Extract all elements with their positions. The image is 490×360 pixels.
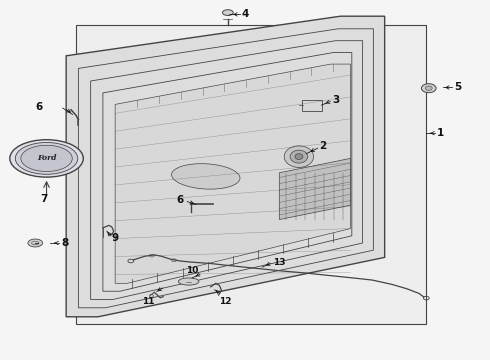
Text: 4: 4 xyxy=(242,9,249,19)
FancyBboxPatch shape xyxy=(302,100,322,111)
Ellipse shape xyxy=(425,86,432,90)
Text: 8: 8 xyxy=(62,238,69,248)
Text: 7: 7 xyxy=(41,194,48,204)
Polygon shape xyxy=(115,64,350,283)
Ellipse shape xyxy=(178,278,199,285)
Text: 6: 6 xyxy=(176,195,184,205)
Text: 9: 9 xyxy=(112,233,119,243)
Text: 13: 13 xyxy=(273,258,286,266)
Text: 10: 10 xyxy=(186,266,198,275)
Ellipse shape xyxy=(421,84,436,93)
Ellipse shape xyxy=(15,143,78,174)
Text: 12: 12 xyxy=(220,297,232,306)
Text: 6: 6 xyxy=(35,102,43,112)
Text: 1: 1 xyxy=(437,128,444,138)
Text: 11: 11 xyxy=(142,297,155,306)
Ellipse shape xyxy=(222,10,233,15)
Text: 3: 3 xyxy=(332,95,340,105)
Ellipse shape xyxy=(172,164,240,189)
Ellipse shape xyxy=(21,145,73,171)
Ellipse shape xyxy=(10,140,83,177)
Ellipse shape xyxy=(284,146,314,167)
Text: 2: 2 xyxy=(319,141,327,151)
Polygon shape xyxy=(279,158,350,220)
Ellipse shape xyxy=(28,239,43,247)
Ellipse shape xyxy=(290,150,308,163)
Text: 5: 5 xyxy=(454,82,461,93)
Polygon shape xyxy=(76,25,426,324)
Text: Ford: Ford xyxy=(37,154,56,162)
Polygon shape xyxy=(66,16,385,317)
Ellipse shape xyxy=(295,154,303,159)
